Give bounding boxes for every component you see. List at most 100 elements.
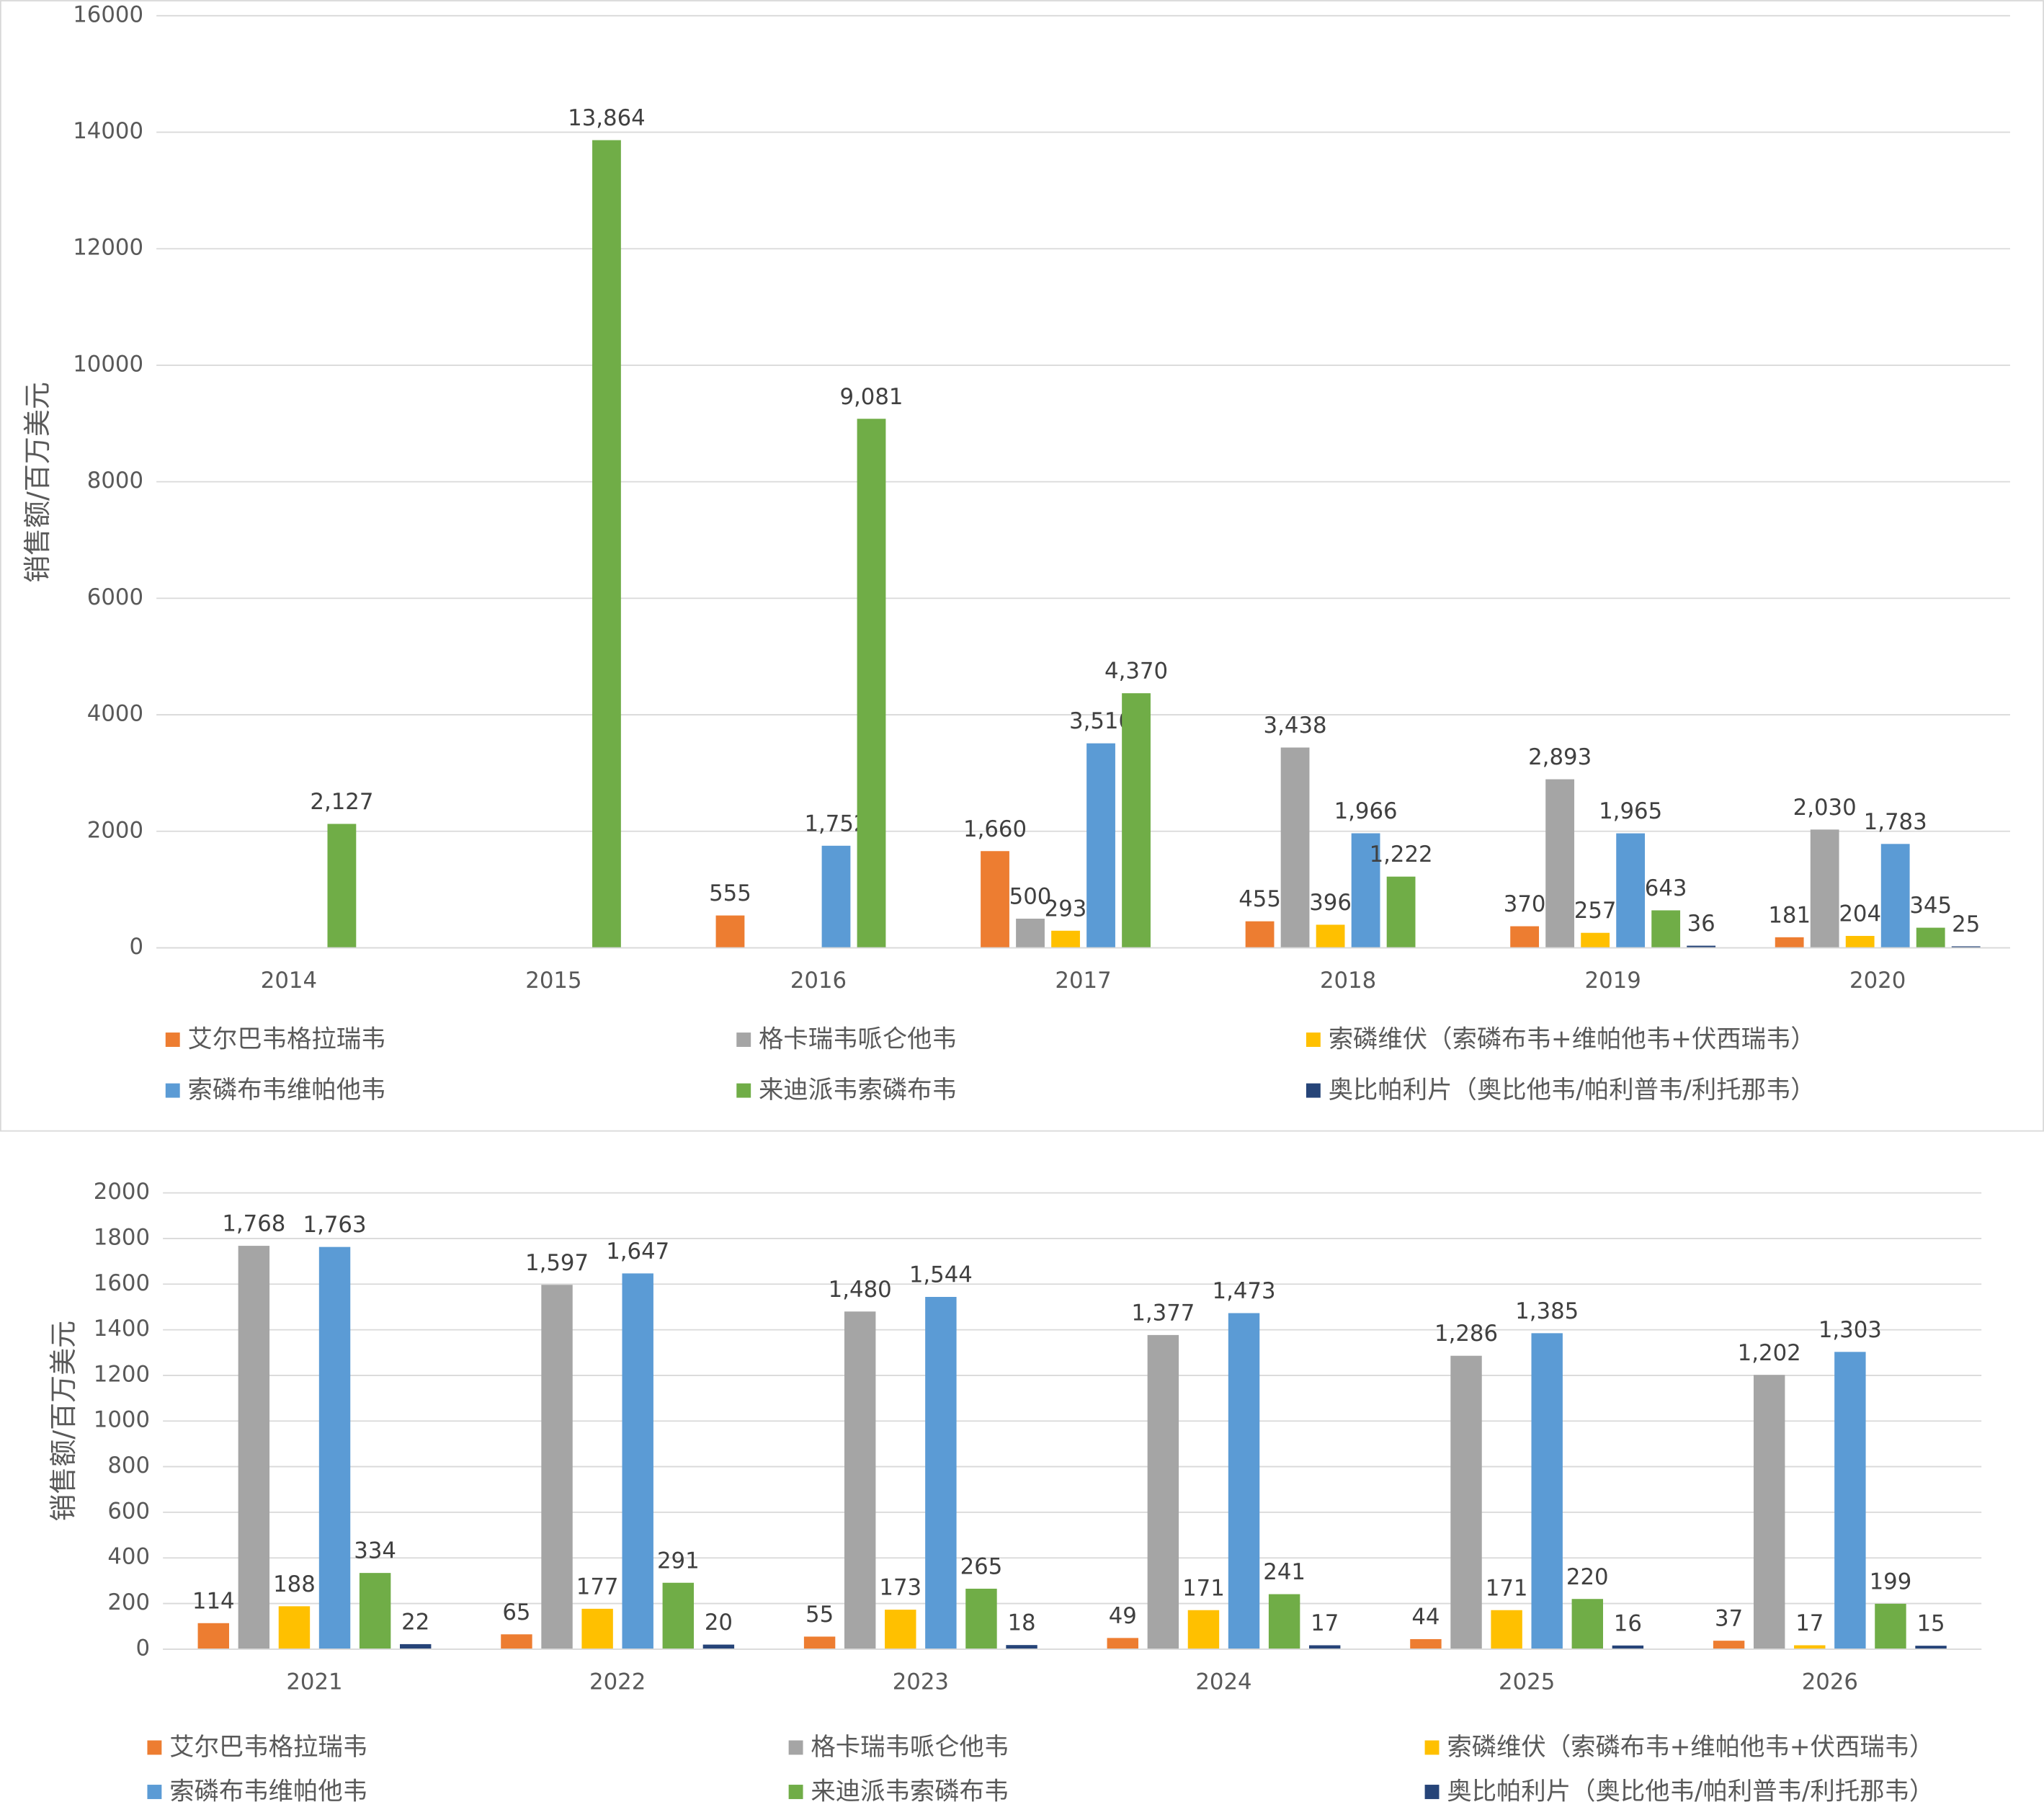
value-label: 16: [1614, 1610, 1642, 1636]
value-label: 265: [960, 1554, 1003, 1580]
value-label: 1,966: [1334, 798, 1398, 824]
value-label: 22: [401, 1609, 429, 1635]
legend-swatch: [788, 1785, 803, 1799]
bar: [1915, 1646, 1947, 1649]
y-tick-label: 10000: [73, 351, 143, 377]
bar: [541, 1285, 573, 1649]
bar: [662, 1582, 695, 1649]
bar: [1753, 1375, 1785, 1649]
legend-label: 索磷维伏（索磷布韦+维帕他韦+伏西瑞韦）: [1447, 1733, 1934, 1762]
bar: [1571, 1599, 1604, 1649]
x-tick-label: 2026: [1802, 1669, 1858, 1695]
y-tick-label: 2000: [94, 1179, 150, 1205]
value-label: 199: [1870, 1569, 1912, 1594]
value-label: 1,544: [909, 1262, 973, 1288]
bar: [1386, 876, 1416, 948]
value-label: 171: [1486, 1575, 1528, 1601]
bar: [821, 845, 851, 948]
y-axis-label: 销售额/百万美元: [22, 382, 53, 583]
bar: [1280, 747, 1310, 948]
bar: [501, 1634, 532, 1649]
legend-label: 奥比帕利片（奥比他韦/帕利普韦/利托那韦）: [1329, 1076, 1816, 1105]
value-label: 1,965: [1599, 798, 1662, 824]
value-label: 1,385: [1515, 1298, 1579, 1324]
bar: [197, 1623, 229, 1649]
y-tick-label: 2000: [87, 817, 143, 843]
value-label: 1,286: [1434, 1321, 1498, 1347]
bar: [1510, 926, 1540, 948]
value-label: 500: [1009, 884, 1052, 910]
value-label: 114: [192, 1588, 235, 1614]
chart-frame: [0, 0, 2044, 1132]
bar: [622, 1273, 653, 1649]
bar: [400, 1643, 432, 1649]
y-tick-label: 16000: [73, 1, 143, 27]
legend-swatch: [1424, 1785, 1440, 1799]
bar: [1951, 946, 1981, 948]
x-tick-label: 2020: [1849, 968, 1906, 994]
value-label: 1,660: [963, 816, 1027, 842]
bar: [844, 1311, 876, 1649]
y-tick-label: 8000: [87, 468, 143, 494]
bar: [1612, 1645, 1644, 1649]
value-label: 25: [1952, 911, 1980, 937]
bar: [981, 851, 1009, 948]
bar: [1491, 1610, 1522, 1649]
value-label: 1,473: [1213, 1278, 1276, 1304]
bar: [1147, 1334, 1179, 1649]
y-tick-label: 0: [129, 934, 143, 960]
value-label: 1,480: [829, 1277, 892, 1303]
bar: [1016, 919, 1045, 948]
value-label: 181: [1768, 902, 1811, 928]
y-tick-label: 800: [107, 1453, 150, 1478]
bar: [715, 915, 745, 948]
bar: [278, 1606, 311, 1649]
value-label: 17: [1795, 1610, 1824, 1636]
value-label: 3,438: [1264, 713, 1327, 739]
y-tick-label: 200: [107, 1589, 150, 1615]
legend-swatch: [1306, 1083, 1321, 1098]
value-label: 555: [709, 880, 751, 906]
value-label: 1,303: [1818, 1317, 1882, 1343]
x-tick-label: 2024: [1195, 1669, 1251, 1695]
bar: [1834, 1352, 1866, 1649]
value-label: 241: [1263, 1559, 1306, 1585]
bar: [1245, 921, 1275, 948]
y-axis-label: 销售额/百万美元: [48, 1321, 79, 1522]
value-label: 1,763: [303, 1212, 367, 1238]
legend-label: 索磷布韦维帕他韦: [169, 1777, 367, 1806]
bar: [1410, 1638, 1442, 1649]
bar: [1775, 937, 1804, 948]
bar: [1122, 693, 1151, 948]
x-tick-label: 2021: [286, 1669, 342, 1695]
x-tick-label: 2015: [525, 968, 581, 994]
y-tick-label: 0: [135, 1635, 150, 1661]
value-label: 36: [1687, 911, 1715, 937]
bar: [327, 824, 357, 948]
value-label: 370: [1504, 891, 1546, 917]
value-label: 55: [805, 1602, 834, 1628]
y-tick-label: 1400: [94, 1316, 150, 1342]
bar: [857, 419, 886, 948]
legend-label: 格卡瑞韦哌仑他韦: [759, 1025, 957, 1053]
value-label: 293: [1045, 896, 1087, 922]
bar: [1107, 1638, 1138, 1649]
bar: [702, 1644, 735, 1649]
value-label: 220: [1566, 1564, 1609, 1590]
value-label: 4,370: [1104, 659, 1168, 684]
y-tick-label: 400: [107, 1544, 150, 1570]
x-tick-label: 2022: [589, 1669, 646, 1695]
legend-swatch: [1306, 1032, 1321, 1047]
value-label: 334: [354, 1538, 396, 1564]
value-label: 1,202: [1738, 1340, 1801, 1366]
value-label: 49: [1109, 1603, 1137, 1629]
value-label: 9,081: [839, 384, 903, 410]
legend-swatch: [788, 1740, 803, 1755]
value-label: 44: [1411, 1604, 1440, 1630]
bar: [1880, 844, 1910, 948]
bar: [1051, 930, 1080, 948]
bar: [1916, 927, 1945, 948]
bar: [803, 1636, 836, 1649]
value-label: 65: [502, 1600, 530, 1625]
bar: [1713, 1641, 1745, 1649]
